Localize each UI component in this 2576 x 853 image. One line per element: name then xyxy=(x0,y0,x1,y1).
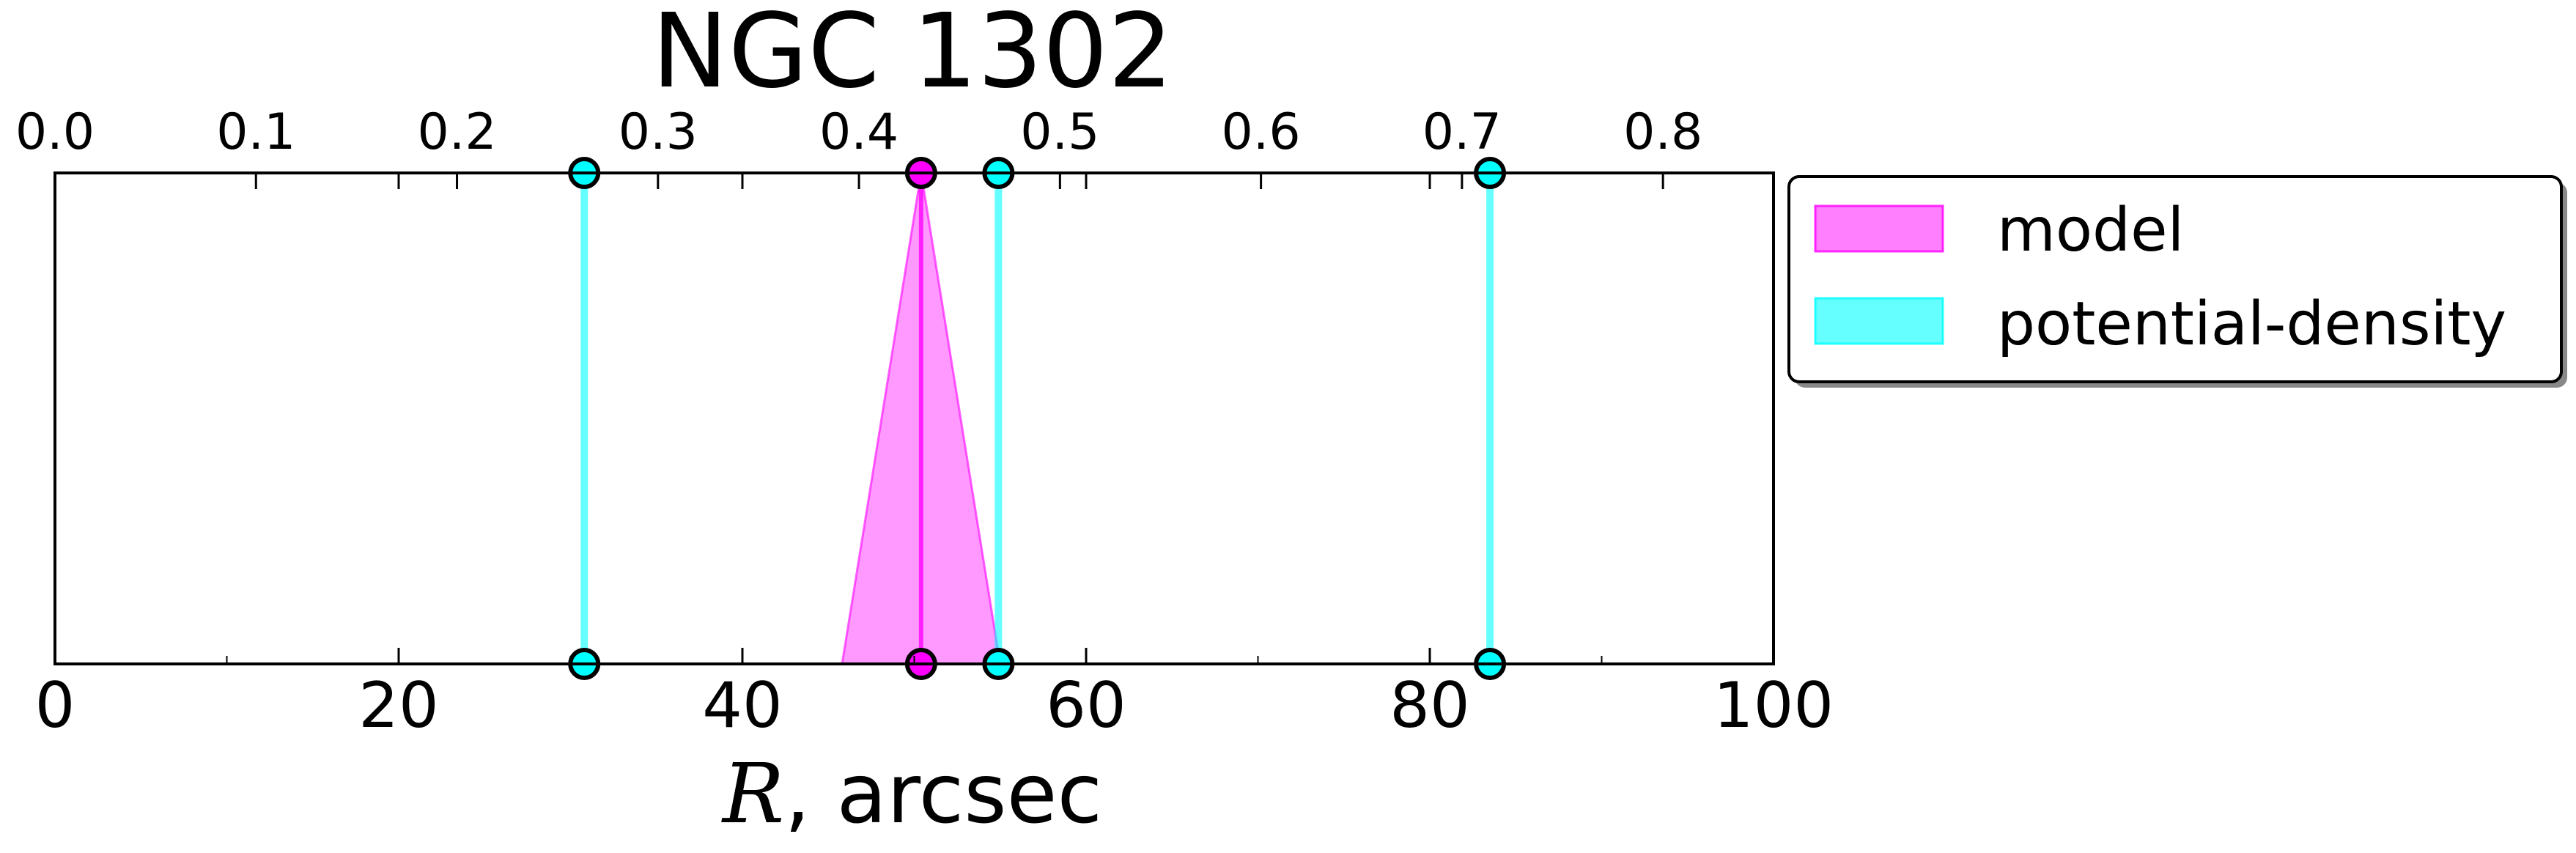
legend-label-model: model xyxy=(1997,196,2184,265)
x-axis-label: R, arcsec xyxy=(721,747,1102,842)
legend: model potential-density xyxy=(1787,175,2567,388)
legend-swatch-model xyxy=(1814,204,1944,253)
legend-swatch-potential-density xyxy=(1814,297,1944,345)
bottom-tick-label-100: 100 xyxy=(1713,669,1834,742)
bottom-tick-label-0: 0 xyxy=(35,669,75,742)
marker-layer xyxy=(568,157,1507,680)
x-axis-label-unit: , arcsec xyxy=(784,747,1102,842)
top-tick-label-0.8: 0.8 xyxy=(1623,103,1702,161)
top-tick-label-0.6: 0.6 xyxy=(1222,103,1301,161)
top-tick-label-0.1: 0.1 xyxy=(216,103,295,161)
tick-layer: 0 20 40 60 80 100 0.0 0.1 0.2 0.3 0.4 0.5 0.6 0.7 0.8 xyxy=(15,103,1834,742)
legend-box xyxy=(1787,175,2563,383)
legend-label-potential-density: potential-density xyxy=(1997,289,2506,359)
top-tick-label-0.0: 0.0 xyxy=(15,103,95,161)
bottom-tick-label-40: 40 xyxy=(702,669,782,742)
x-axis-label-variable: R xyxy=(721,747,784,842)
top-tick-label-0.3: 0.3 xyxy=(619,103,698,161)
bottom-tick-label-20: 20 xyxy=(358,669,438,742)
chart-title: NGC 1302 xyxy=(652,0,1173,111)
band-layer xyxy=(580,172,1494,665)
bottom-tick-label-60: 60 xyxy=(1046,669,1126,742)
top-tick-label-0.5: 0.5 xyxy=(1020,103,1099,161)
top-tick-label-0.7: 0.7 xyxy=(1422,103,1502,161)
bottom-tick-label-80: 80 xyxy=(1390,669,1469,742)
top-tick-label-0.2: 0.2 xyxy=(417,103,496,161)
top-tick-label-0.4: 0.4 xyxy=(819,103,898,161)
